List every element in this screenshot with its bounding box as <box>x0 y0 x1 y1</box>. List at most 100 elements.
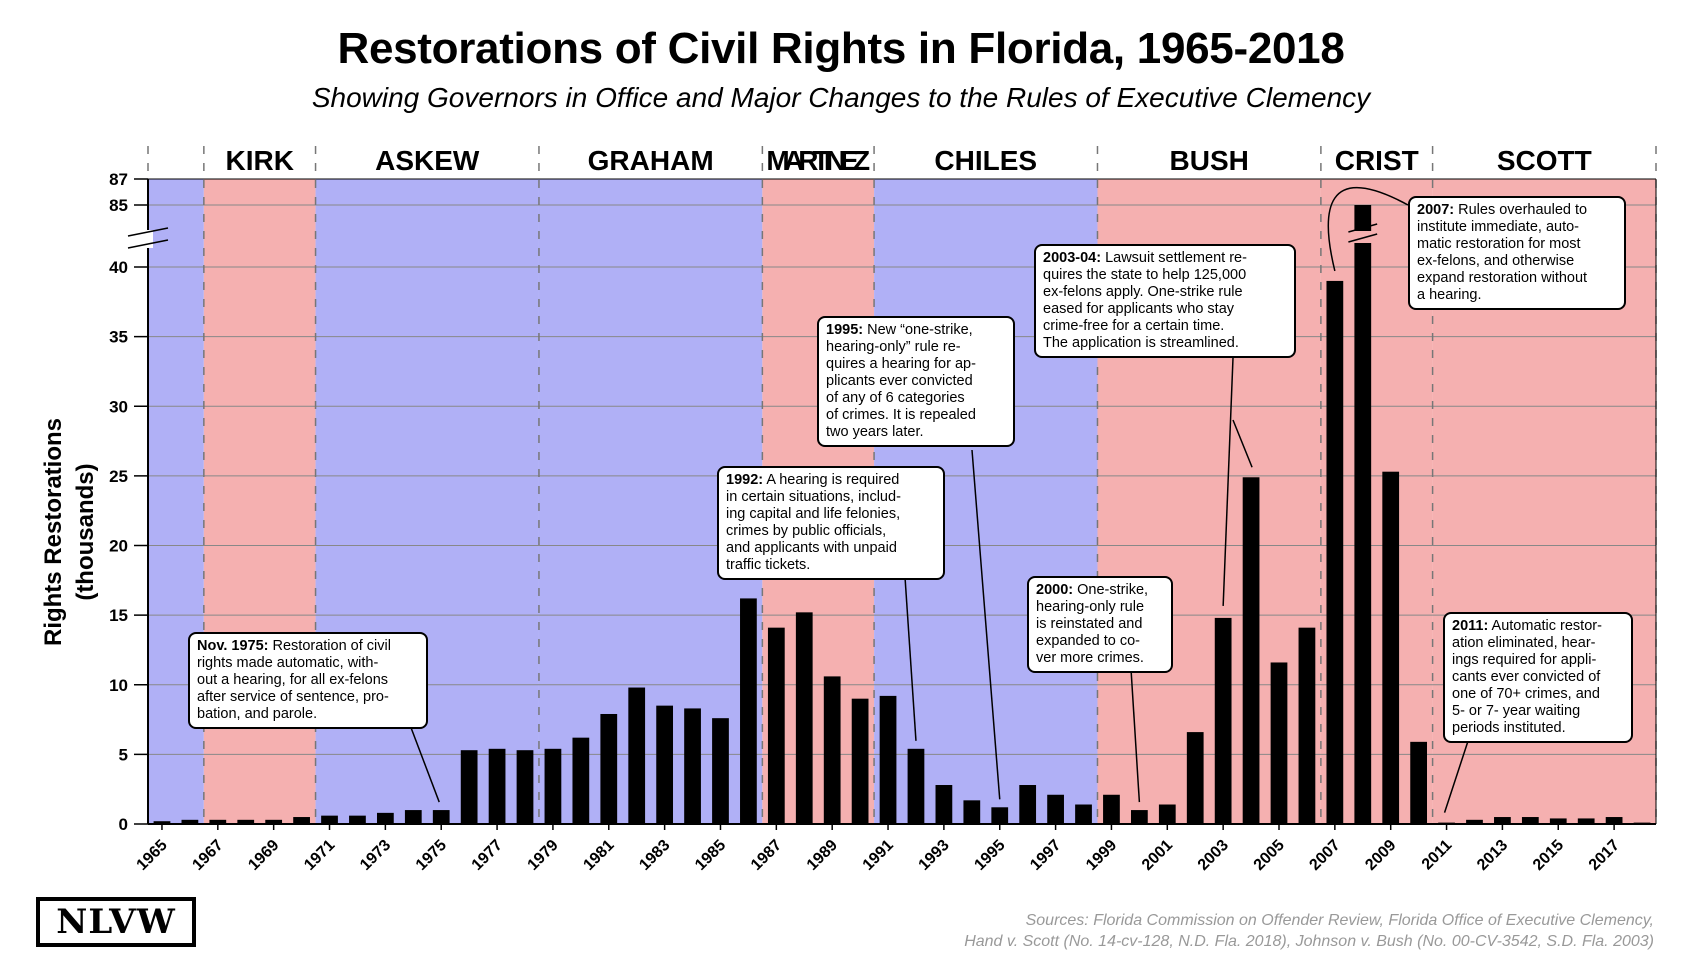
bar-2016 <box>1577 818 1595 824</box>
y-tick-label: 0 <box>119 815 128 834</box>
annotation-line: expanded to co- <box>1036 633 1140 649</box>
x-tick-label: 2005 <box>1251 837 1288 874</box>
governor-label-scott: SCOTT <box>1497 145 1592 176</box>
sources-line-2: Hand v. Scott (No. 14-cv-128, N.D. Fla. … <box>964 933 1654 950</box>
bar-2010 <box>1410 741 1428 824</box>
y-tick-label: 85 <box>109 196 128 215</box>
annotation-line: institute immediate, auto- <box>1417 219 1579 235</box>
bar-1972 <box>349 815 366 824</box>
annotation-line: in certain situations, includ- <box>726 489 901 505</box>
bar-1986 <box>740 598 757 824</box>
x-tick-label: 1995 <box>971 837 1008 874</box>
y-tick-label: 87 <box>109 170 128 189</box>
annotation-line: ex-felons apply. One-strike rule <box>1043 284 1243 300</box>
annotation-line: a hearing. <box>1417 287 1482 303</box>
annotation-lead: 2003-04: <box>1043 250 1102 266</box>
x-tick-label: 1971 <box>301 837 338 874</box>
annotation-line: of crimes. It is repealed <box>826 407 976 423</box>
annotation-line: periods instituted. <box>1452 720 1566 736</box>
governor-label-bush: BUSH <box>1170 145 1249 176</box>
bar-break-mark <box>1348 223 1378 233</box>
x-tick-label: 2015 <box>1530 837 1567 874</box>
sources-note: Sources: Florida Commission on Offender … <box>854 910 1654 952</box>
annotation-line: matic restoration for most <box>1417 236 1581 252</box>
annotation-line: hearing-only” rule re- <box>826 339 961 355</box>
annotation-line: ing capital and life felonies, <box>726 506 901 522</box>
x-tick-labels: 1965 1967 1969 1971 1973 1975 1977 1979 1981 1983… <box>134 837 1623 874</box>
bar-2007 <box>1326 280 1344 824</box>
bar-1993 <box>935 785 953 824</box>
annotation-line: Rules overhauled to <box>1458 202 1588 218</box>
bar-1970 <box>293 817 310 824</box>
bar-1982 <box>628 687 646 824</box>
y-tick-label: 10 <box>109 676 128 695</box>
x-tick-label: 1973 <box>357 837 394 874</box>
annotation-line: rights made automatic, with- <box>197 655 379 671</box>
x-tick-label: 1979 <box>525 837 562 874</box>
x-tick-label: 1967 <box>189 837 226 874</box>
annotation-lead: 1995: <box>826 322 864 338</box>
bar-break-gap-2008 <box>1352 231 1374 243</box>
annotation-line: The application is streamlined. <box>1043 335 1239 351</box>
bar-1966 <box>181 819 199 824</box>
annotation-line: New “one-strike, <box>867 322 973 338</box>
annotation-line: 5- or 7- year waiting <box>1452 703 1581 719</box>
x-tick-label: 1991 <box>860 837 897 874</box>
annotation-line: ver more crimes. <box>1036 650 1144 666</box>
nlvw-logo: NLVW <box>36 897 196 947</box>
leader-2003a <box>1222 357 1234 606</box>
annotation-line: expand restoration without <box>1417 270 1588 286</box>
bar-2000 <box>1130 810 1148 824</box>
governor-label-graham: GRAHAM <box>588 145 714 176</box>
annotation-lead: Nov. 1975: <box>197 638 269 654</box>
bar-2012 <box>1466 819 1483 824</box>
leader-2007 <box>1327 186 1409 272</box>
chart-subtitle: Showing Governors in Office and Major Ch… <box>311 82 1371 113</box>
bars <box>153 205 1651 824</box>
annotation-line: after service of sentence, pro- <box>197 689 389 705</box>
bar-2002 <box>1186 732 1204 824</box>
bar-1979 <box>544 748 562 824</box>
annotation-line: bation, and parole. <box>197 706 318 722</box>
annotation-line: plicants ever convicted <box>826 373 973 389</box>
sources-line-1: Sources: Florida Commission on Offender … <box>1025 912 1654 929</box>
y-tick-labels: 0 5 10 15 20 25 30 35 40 85 87 <box>109 170 128 834</box>
annotation-1975: Nov. 1975: Restoration of civil rights ma… <box>188 632 428 729</box>
annotation-line: traffic tickets. <box>726 557 811 573</box>
x-tick-label: 1993 <box>916 837 953 874</box>
annotation-1995: 1995: New “one-strike, hearing-only” rule… <box>817 316 1015 447</box>
annotation-lead: 1992: <box>726 472 764 488</box>
annotation-2007: 2007: Rules overhauled to institute immed… <box>1408 196 1626 310</box>
bar-1971 <box>321 815 338 824</box>
bar-break-mark <box>1348 233 1378 243</box>
bar-1994 <box>963 800 981 824</box>
x-tick-label: 1965 <box>134 837 171 874</box>
annotation-line: two years later. <box>826 424 924 440</box>
bar-1977 <box>488 748 506 824</box>
annotation-lead: 2007: <box>1417 202 1455 218</box>
y-tick-label: 15 <box>109 606 128 625</box>
governor-label-kirk: KIRK <box>225 145 293 176</box>
annotation-lead: 2000: <box>1036 582 1074 598</box>
annotation-line: Automatic restor- <box>1491 618 1602 634</box>
bar-2005 <box>1270 662 1288 824</box>
bar-1980 <box>572 737 590 824</box>
governor-labels: KIRK ASKEW GRAHAM MARTINEZ CHILES BUSH CRIST SC… <box>225 145 1591 176</box>
annotation-line: ex-felons, and otherwise <box>1417 253 1575 269</box>
bar-1991 <box>879 695 897 824</box>
axes <box>127 178 1657 830</box>
annotation-leaders <box>409 186 1471 813</box>
annotation-line: One-strike, <box>1077 582 1149 598</box>
annotation-line: out a hearing, for all ex-felons <box>197 672 389 688</box>
bar-2004 <box>1242 477 1260 824</box>
annotation-line: quires a hearing for ap- <box>826 356 976 372</box>
x-tick-label: 2003 <box>1195 837 1232 874</box>
leader-1995 <box>971 449 1001 800</box>
bar-1983 <box>656 705 674 824</box>
bar-1974 <box>404 810 422 824</box>
annotation-line: one of 70+ crimes, and <box>1452 686 1600 702</box>
bar-1992 <box>907 748 925 824</box>
chart-title: Restorations of Civil Rights in Florida,… <box>337 24 1345 73</box>
leader-2004 <box>1232 419 1253 468</box>
bar-1978 <box>516 750 534 824</box>
